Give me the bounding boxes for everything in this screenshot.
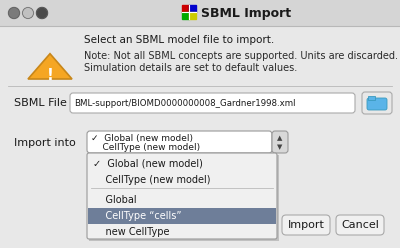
Text: Note: Not all SBML concepts are supported. Units are discarded.: Note: Not all SBML concepts are supporte… <box>84 51 398 61</box>
Circle shape <box>22 7 34 19</box>
Polygon shape <box>28 54 72 79</box>
Text: Import: Import <box>288 220 324 230</box>
Text: CellType (new model): CellType (new model) <box>91 143 200 152</box>
Bar <box>189 12 196 19</box>
Bar <box>182 5 189 12</box>
Text: Simulation details are set to default values.: Simulation details are set to default va… <box>84 63 297 73</box>
Text: CellType “cells”: CellType “cells” <box>93 211 182 221</box>
Text: BML-support/BIOMD0000000008_Gardner1998.xml: BML-support/BIOMD0000000008_Gardner1998.… <box>74 98 296 107</box>
Text: ✓  Global (new model): ✓ Global (new model) <box>91 133 193 143</box>
FancyBboxPatch shape <box>367 98 387 110</box>
Text: Select an SBML model file to import.: Select an SBML model file to import. <box>84 35 274 45</box>
FancyBboxPatch shape <box>87 153 277 239</box>
Bar <box>189 5 196 12</box>
Text: CellType (new model): CellType (new model) <box>93 175 210 185</box>
Text: !: ! <box>46 68 54 84</box>
Text: ▲: ▲ <box>277 135 283 141</box>
Bar <box>368 96 375 100</box>
Text: new CellType: new CellType <box>93 227 170 237</box>
FancyBboxPatch shape <box>70 93 355 113</box>
Bar <box>0 0 400 26</box>
Circle shape <box>36 7 48 19</box>
Text: SBML File: SBML File <box>14 98 67 108</box>
FancyBboxPatch shape <box>282 215 330 235</box>
Circle shape <box>8 7 20 19</box>
FancyBboxPatch shape <box>336 215 384 235</box>
Text: ✓  Global (new model): ✓ Global (new model) <box>93 159 203 169</box>
Text: Import into: Import into <box>14 138 76 148</box>
Bar <box>182 12 189 19</box>
Bar <box>88 208 276 224</box>
FancyBboxPatch shape <box>87 131 272 153</box>
Text: Cancel: Cancel <box>341 220 379 230</box>
FancyBboxPatch shape <box>362 92 392 114</box>
Text: ▼: ▼ <box>277 144 283 150</box>
Text: SBML Import: SBML Import <box>201 6 291 20</box>
Bar <box>89 155 279 241</box>
Text: Global: Global <box>93 195 137 205</box>
FancyBboxPatch shape <box>272 131 288 153</box>
